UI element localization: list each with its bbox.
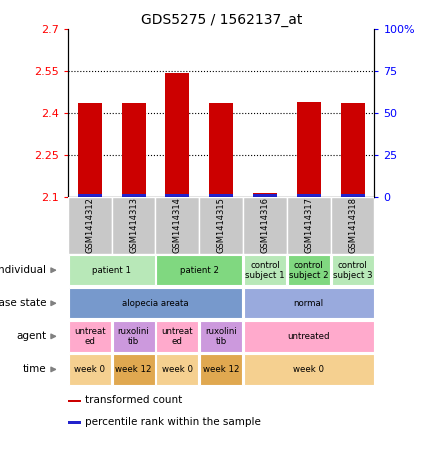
- Bar: [209, 103, 233, 197]
- Bar: [156, 354, 198, 385]
- Text: ruxolini
tib: ruxolini tib: [118, 327, 149, 346]
- Bar: [200, 354, 242, 385]
- Text: disease state: disease state: [0, 298, 46, 308]
- Bar: [341, 103, 364, 197]
- Bar: [155, 197, 199, 254]
- Text: normal: normal: [294, 299, 324, 308]
- Bar: [244, 354, 374, 385]
- Bar: [122, 194, 145, 197]
- Bar: [288, 255, 330, 285]
- Bar: [253, 193, 277, 197]
- Bar: [244, 255, 286, 285]
- Text: week 0: week 0: [74, 365, 105, 374]
- Title: GDS5275 / 1562137_at: GDS5275 / 1562137_at: [141, 13, 302, 27]
- Bar: [297, 194, 321, 197]
- Text: week 12: week 12: [203, 365, 240, 374]
- Text: GSM1414312: GSM1414312: [85, 198, 94, 253]
- Text: week 0: week 0: [293, 365, 324, 374]
- Bar: [78, 194, 102, 197]
- Bar: [69, 255, 155, 285]
- Bar: [244, 321, 374, 352]
- Bar: [199, 197, 243, 254]
- Bar: [69, 321, 111, 352]
- Bar: [332, 255, 374, 285]
- Text: control
subject 3: control subject 3: [333, 260, 372, 280]
- Text: week 12: week 12: [115, 365, 152, 374]
- Text: transformed count: transformed count: [85, 395, 183, 405]
- Text: ruxolini
tib: ruxolini tib: [205, 327, 237, 346]
- Bar: [68, 197, 112, 254]
- Bar: [253, 194, 277, 197]
- Bar: [69, 354, 111, 385]
- Bar: [243, 197, 287, 254]
- Text: untreated: untreated: [287, 332, 330, 341]
- Bar: [287, 197, 331, 254]
- Bar: [156, 255, 242, 285]
- Bar: [331, 197, 374, 254]
- Bar: [68, 400, 81, 402]
- Text: time: time: [22, 364, 46, 375]
- Bar: [113, 321, 155, 352]
- Bar: [78, 103, 102, 197]
- Bar: [68, 421, 81, 424]
- Text: GSM1414315: GSM1414315: [217, 198, 226, 253]
- Text: percentile rank within the sample: percentile rank within the sample: [85, 417, 261, 427]
- Text: GSM1414316: GSM1414316: [261, 198, 269, 253]
- Bar: [166, 73, 190, 197]
- Text: GSM1414313: GSM1414313: [129, 198, 138, 253]
- Text: control
subject 2: control subject 2: [289, 260, 328, 280]
- Text: control
subject 1: control subject 1: [245, 260, 285, 280]
- Bar: [209, 194, 233, 197]
- Text: patient 2: patient 2: [180, 266, 219, 275]
- Bar: [122, 103, 145, 197]
- Bar: [113, 354, 155, 385]
- Bar: [200, 321, 242, 352]
- Text: untreat
ed: untreat ed: [162, 327, 193, 346]
- Text: agent: agent: [16, 331, 46, 342]
- Bar: [244, 288, 374, 318]
- Text: patient 1: patient 1: [92, 266, 131, 275]
- Bar: [69, 288, 242, 318]
- Bar: [297, 102, 321, 197]
- Text: GSM1414314: GSM1414314: [173, 198, 182, 253]
- Text: untreat
ed: untreat ed: [74, 327, 106, 346]
- Text: GSM1414318: GSM1414318: [348, 198, 357, 253]
- Text: alopecia areata: alopecia areata: [122, 299, 189, 308]
- Text: individual: individual: [0, 265, 46, 275]
- Bar: [156, 321, 198, 352]
- Bar: [166, 194, 190, 197]
- Bar: [341, 194, 364, 197]
- Text: week 0: week 0: [162, 365, 193, 374]
- Text: GSM1414317: GSM1414317: [304, 198, 313, 253]
- Bar: [112, 197, 155, 254]
